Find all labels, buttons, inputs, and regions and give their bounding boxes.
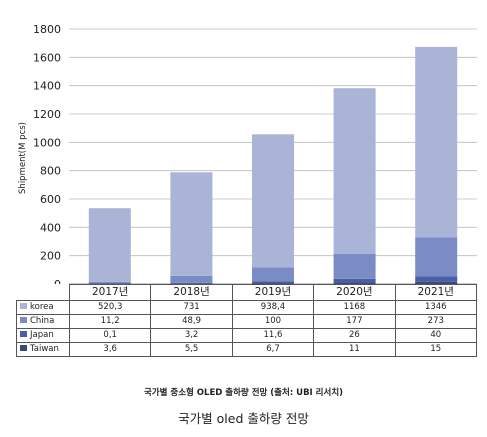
data-label: 15 — [394, 342, 478, 357]
x-tick-label: 2018년 — [150, 284, 233, 301]
legend-entry: China — [16, 314, 70, 329]
bar-segment-korea — [88, 208, 131, 282]
y-tick-label: 200 — [40, 250, 61, 263]
data-label: 1346 — [394, 300, 478, 315]
source-caption: 국가별 중소형 OLED 출하량 전망 (출처: UBI 리서치) — [143, 388, 344, 398]
legend-swatch — [20, 331, 27, 337]
y-tick-label: 1200 — [33, 108, 61, 121]
bar-segment-taiwan — [415, 281, 458, 284]
series-name: Taiwan — [30, 344, 59, 354]
table-row: korea 520,3 731 938,4 1168 1346 — [16, 300, 478, 315]
y-tick-label: 800 — [40, 165, 61, 178]
data-label: 6,7 — [231, 342, 315, 357]
data-label: 3,2 — [150, 328, 233, 343]
data-label: 0,1 — [68, 328, 152, 343]
table-corner — [17, 285, 70, 301]
table-row: Japan 0,1 3,2 11,6 26 40 — [16, 328, 478, 343]
bar-segment-taiwan — [170, 283, 213, 284]
y-tick-label: 0 — [54, 278, 61, 284]
data-label: 273 — [394, 314, 478, 329]
bar-segment-japan — [333, 278, 376, 283]
y-tick-label: 600 — [40, 193, 61, 206]
data-label: 3,6 — [68, 342, 152, 357]
data-label: 100 — [231, 314, 315, 329]
data-label: 48,9 — [150, 314, 233, 329]
table-row: Taiwan 3,6 5,5 6,7 11 15 — [16, 342, 478, 357]
bar-segment-taiwan — [333, 282, 376, 284]
bar-segment-china — [170, 275, 213, 283]
bar-segment-taiwan — [252, 283, 294, 284]
bar-segment-korea — [170, 172, 213, 276]
data-label: 5,5 — [150, 342, 233, 357]
y-tick-label: 1600 — [33, 51, 61, 64]
data-label: 731 — [150, 300, 233, 315]
x-tick-label: 2019년 — [231, 284, 315, 301]
data-table: 2017년 2018년 2019년 2020년 2021년 korea 520,3 731 9… — [16, 284, 478, 357]
data-label: 40 — [394, 328, 478, 343]
data-label: 11 — [313, 342, 396, 357]
table-body: korea 520,3 731 938,4 1168 1346 China 11,2 48,9 1… — [16, 300, 478, 357]
y-tick-label: 1400 — [33, 80, 61, 93]
data-label: 938,4 — [231, 300, 315, 315]
figure-caption: 국가별 oled 출하량 전망 — [178, 411, 309, 426]
data-label: 11,2 — [68, 314, 152, 329]
x-tick-label: 2021년 — [394, 284, 478, 301]
series-name: China — [30, 316, 55, 326]
series-name: Japan — [30, 330, 54, 340]
bar-segment-japan — [252, 281, 294, 284]
data-label: 177 — [313, 314, 396, 329]
data-label: 520,3 — [68, 300, 152, 315]
bar-segment-taiwan — [88, 283, 131, 284]
bar-segment-china — [415, 237, 458, 277]
y-axis-ticks: 0 200 400 600 800 1000 1200 1400 1600 1800 — [33, 23, 61, 284]
y-tick-label: 1000 — [33, 136, 61, 149]
x-tick-label: 2017년 — [68, 284, 152, 301]
table-row: China 11,2 48,9 100 177 273 — [16, 314, 478, 329]
data-label: 11,6 — [231, 328, 315, 343]
bar-segment-korea — [252, 134, 294, 268]
legend-swatch — [20, 345, 27, 351]
y-tick-label: 400 — [40, 221, 61, 234]
x-tick-label: 2020년 — [313, 284, 396, 301]
bar-segment-china — [333, 253, 376, 279]
data-label: 1168 — [313, 300, 396, 315]
bar-segment-korea — [415, 46, 458, 238]
legend-swatch — [20, 317, 27, 323]
table-header-row: 2017년 2018년 2019년 2020년 2021년 — [17, 284, 478, 301]
bar-segment-china — [88, 281, 131, 284]
bar-segment-korea — [333, 88, 376, 254]
stacked-bar-chart: 0 200 400 600 800 1000 1200 1400 1600 1800 Shipme… — [18, 23, 477, 284]
data-label: 26 — [313, 328, 396, 343]
y-axis-label: Shipment(M pcs) — [18, 122, 28, 194]
y-tick-label: 1800 — [33, 23, 61, 36]
series-name: korea — [30, 302, 54, 312]
legend-swatch — [20, 303, 27, 309]
legend-entry: Taiwan — [16, 342, 70, 357]
bar-segment-japan — [415, 276, 458, 282]
bars — [88, 46, 458, 284]
legend-entry: korea — [16, 300, 70, 315]
bar-segment-china — [252, 267, 294, 282]
legend-entry: Japan — [16, 328, 70, 343]
